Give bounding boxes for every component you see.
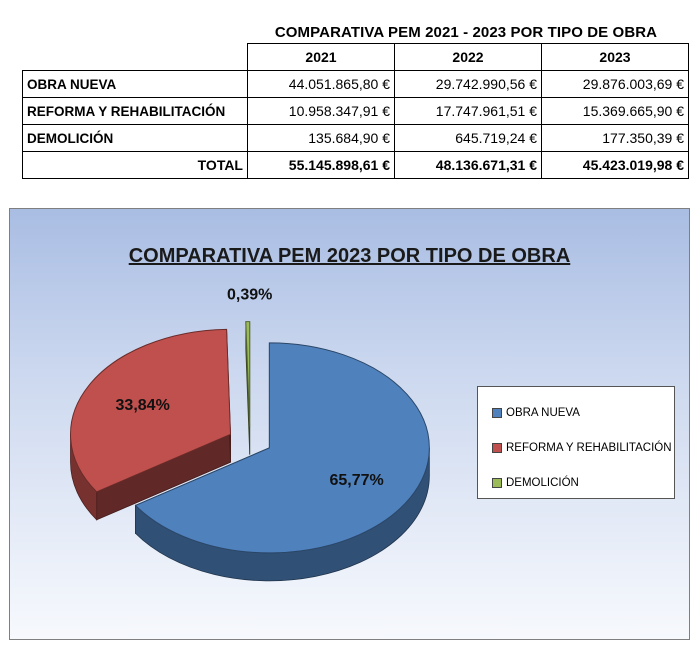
table-row: OBRA NUEVA 44.051.865,80 € 29.742.990,56… — [22, 70, 689, 98]
table-corner-cell — [23, 44, 248, 71]
year-header: 2021 — [247, 43, 395, 71]
pie-data-label: 33,84% — [116, 397, 170, 414]
legend-item: DEMOLICIÓN — [492, 477, 579, 489]
table-row: DEMOLICIÓN 135.684,90 € 645.719,24 € 177… — [22, 124, 689, 152]
legend-label: DEMOLICIÓN — [506, 477, 579, 489]
legend-label: OBRA NUEVA — [506, 407, 580, 419]
value-cell: 177.350,39 € — [541, 124, 689, 152]
value-cell: 645.719,24 € — [394, 124, 542, 152]
value-cell: 135.684,90 € — [247, 124, 395, 152]
value-cell: 15.369.665,90 € — [541, 97, 689, 125]
legend-label: REFORMA Y REHABILITACIÓN — [506, 442, 672, 454]
legend-item: REFORMA Y REHABILITACIÓN — [492, 442, 672, 454]
chart-title: COMPARATIVA PEM 2023 POR TIPO DE OBRA — [128, 245, 571, 267]
value-cell: 10.958.347,91 € — [247, 97, 395, 125]
legend-swatch — [492, 442, 502, 453]
value-cell: 29.742.990,56 € — [394, 70, 542, 98]
table-header-row: 2021 2022 2023 — [23, 43, 689, 71]
row-label: OBRA NUEVA — [22, 70, 248, 98]
pie-chart-panel: COMPARATIVA PEM 2023 POR TIPO DE OBRA 65… — [9, 208, 690, 640]
legend-item: OBRA NUEVA — [492, 407, 580, 419]
legend-swatch — [492, 407, 502, 418]
row-label: REFORMA Y REHABILITACIÓN — [22, 97, 248, 125]
total-cell: 45.423.019,98 € — [541, 151, 689, 179]
pie-slice — [70, 328, 232, 493]
total-row: TOTAL 55.145.898,61 € 48.136.671,31 € 45… — [22, 151, 689, 179]
pie-data-label: 0,39% — [227, 287, 272, 304]
pie-slice — [245, 321, 251, 427]
table-title: COMPARATIVA PEM 2021 - 2023 POR TIPO DE … — [274, 24, 658, 41]
year-header: 2022 — [394, 43, 542, 71]
value-cell: 44.051.865,80 € — [247, 70, 395, 98]
pem-comparison-table: 2021 2022 2023 OBRA NUEVA 44.051.865,80 … — [22, 43, 689, 179]
legend-swatch — [492, 477, 502, 488]
year-header: 2023 — [541, 43, 689, 71]
value-cell: 29.876.003,69 € — [541, 70, 689, 98]
total-label: TOTAL — [22, 151, 248, 179]
pie-data-label: 65,77% — [329, 472, 383, 489]
total-cell: 48.136.671,31 € — [394, 151, 542, 179]
pie-chart: 65,77% 33,84% 0,39% — [70, 287, 430, 582]
chart-legend: OBRA NUEVA REFORMA Y REHABILITACIÓN DEMO… — [477, 386, 675, 499]
row-label: DEMOLICIÓN — [22, 124, 248, 152]
table-row: REFORMA Y REHABILITACIÓN 10.958.347,91 €… — [22, 97, 689, 125]
pie-slice — [134, 342, 430, 554]
value-cell: 17.747.961,51 € — [394, 97, 542, 125]
total-cell: 55.145.898,61 € — [247, 151, 395, 179]
